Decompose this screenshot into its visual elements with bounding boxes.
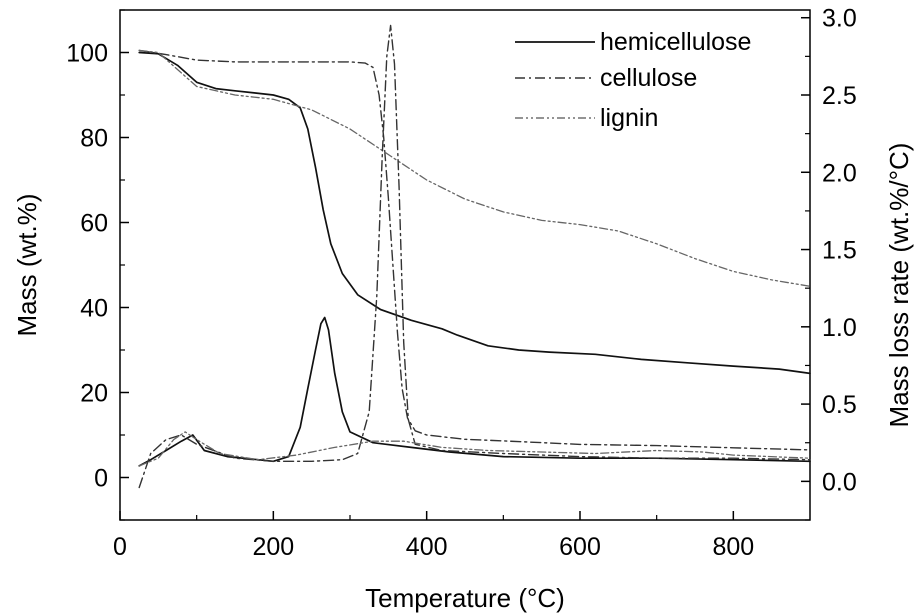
y-tick-label: 40 — [80, 295, 108, 323]
legend-label-lignin: lignin — [600, 104, 658, 132]
series-layer — [138, 24, 811, 489]
y2-tick-label: 0.0 — [822, 468, 857, 496]
y2-tick-label: 3.0 — [822, 5, 857, 33]
plot-area — [119, 9, 811, 521]
x-axis-title: Temperature (°C) — [365, 583, 565, 613]
y-tick-label: 20 — [80, 380, 108, 408]
y2-tick-label: 1.5 — [822, 237, 857, 265]
y2-axis-title: Mass loss rate (wt.%/°C) — [884, 143, 914, 428]
legend-label-hemicellulose: hemicellulose — [600, 28, 751, 56]
y-tick-label: 100 — [66, 40, 108, 68]
series-line-lignin-mass — [138, 49, 811, 287]
x-tick-label: 800 — [712, 533, 754, 561]
legend: hemicellulose cellulose lignin — [515, 28, 751, 132]
y-axis-right: 0.0 0.5 1.0 1.5 2.0 2.5 3.0 — [801, 5, 857, 521]
series-line-cellulose-mass — [138, 49, 811, 451]
x-axis: 0 200 400 600 800 — [113, 511, 754, 561]
y2-tick-label: 1.0 — [822, 314, 857, 342]
y-tick-label: 0 — [94, 465, 108, 493]
y2-tick-label: 2.0 — [822, 159, 857, 187]
y2-tick-label: 2.5 — [822, 82, 857, 110]
series-line-lignin-rate — [138, 431, 811, 467]
y-tick-label: 60 — [80, 210, 108, 238]
x-tick-label: 0 — [113, 533, 127, 561]
x-tick-label: 200 — [252, 533, 294, 561]
x-tick-label: 600 — [559, 533, 601, 561]
series-line-cellulose-rate — [138, 24, 811, 489]
legend-label-cellulose: cellulose — [600, 64, 697, 92]
y2-tick-label: 0.5 — [822, 391, 857, 419]
y-axis-left: 0 20 40 60 80 100 — [66, 9, 129, 521]
series-line-hemicellulose-mass — [138, 51, 811, 375]
y-tick-label: 80 — [80, 125, 108, 153]
x-tick-label: 400 — [406, 533, 448, 561]
series-line-hemicellulose-rate — [138, 316, 811, 467]
y-axis-title: Mass (wt.%) — [12, 194, 42, 337]
